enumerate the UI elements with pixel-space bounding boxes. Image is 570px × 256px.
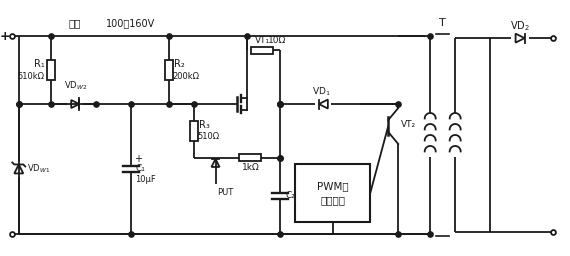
Text: 510Ω: 510Ω	[198, 133, 219, 142]
Text: PUT: PUT	[218, 188, 234, 197]
Bar	[251, 47, 274, 54]
Text: VT₁: VT₁	[254, 36, 270, 45]
Text: R₃: R₃	[198, 120, 209, 130]
Text: VD$_1$: VD$_1$	[312, 86, 331, 98]
Text: VD$_2$: VD$_2$	[510, 19, 530, 33]
Text: R₁: R₁	[34, 59, 45, 69]
Text: VD$_{W1}$: VD$_{W1}$	[27, 163, 50, 175]
Text: R₂: R₂	[173, 59, 184, 69]
Bar	[295, 164, 370, 222]
Text: VD$_{W2}$: VD$_{W2}$	[64, 80, 87, 92]
Text: 100～160V: 100～160V	[105, 18, 155, 28]
Text: 1kΩ: 1kΩ	[242, 163, 259, 173]
Text: C₁: C₁	[136, 164, 145, 174]
Bar	[165, 60, 173, 80]
Text: 200kΩ: 200kΩ	[173, 72, 200, 81]
Text: PWM与
启动电路: PWM与 启动电路	[317, 181, 349, 205]
Bar	[190, 121, 198, 141]
Text: +: +	[133, 154, 141, 164]
Bar	[47, 60, 55, 80]
Text: C₂: C₂	[286, 191, 295, 200]
Text: 直流: 直流	[69, 18, 81, 28]
Bar	[239, 154, 262, 162]
Text: T: T	[439, 18, 446, 28]
Text: +: +	[0, 30, 10, 43]
Text: 10μF: 10μF	[135, 175, 156, 184]
Text: 510kΩ: 510kΩ	[18, 72, 45, 81]
Text: 10Ω: 10Ω	[268, 36, 287, 45]
Text: VT₂: VT₂	[401, 120, 416, 129]
